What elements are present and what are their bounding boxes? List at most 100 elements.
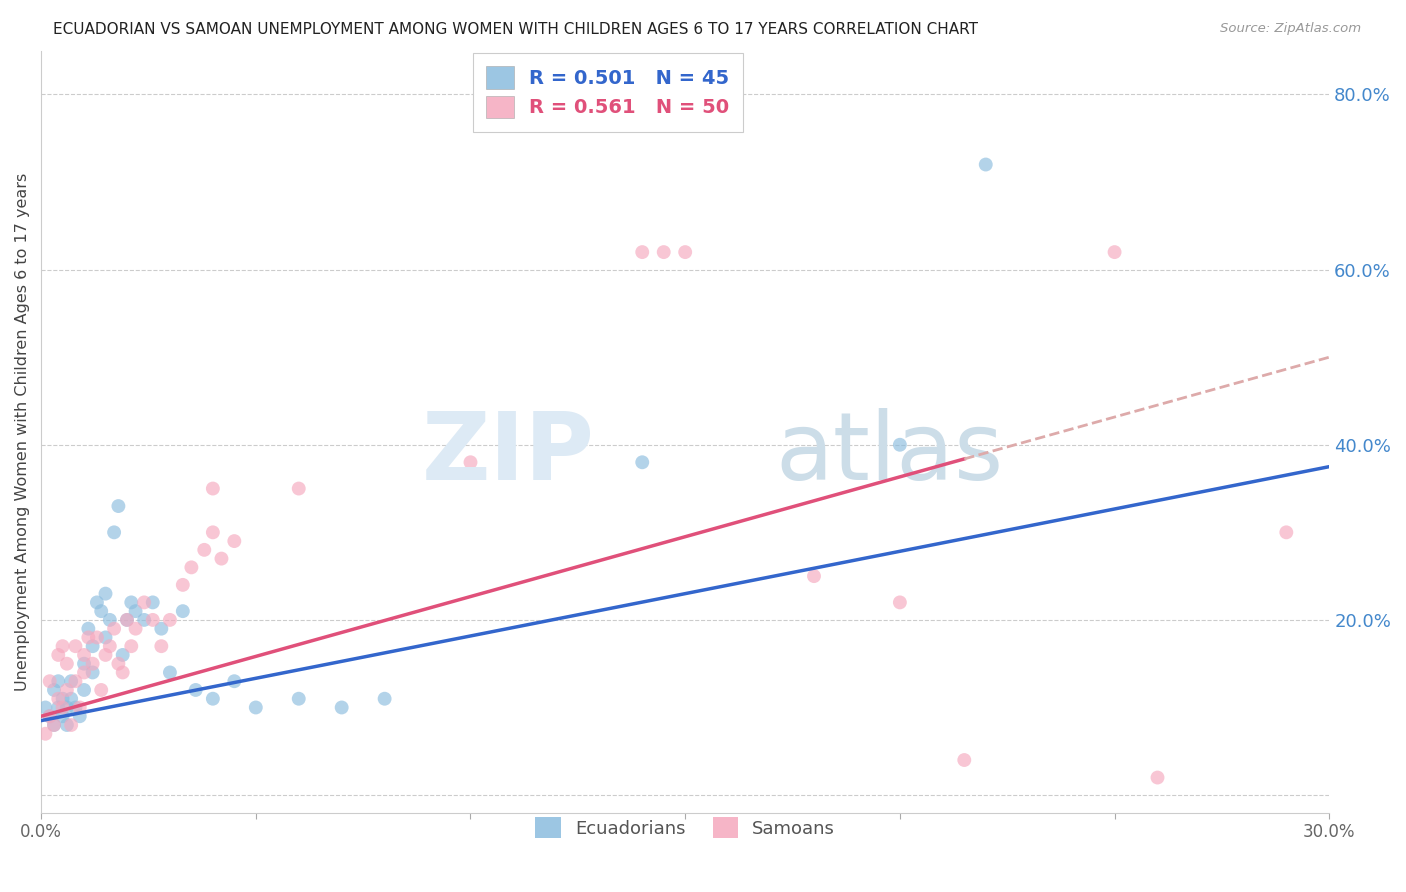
Point bbox=[56, 683, 79, 698]
Point bbox=[111, 665, 134, 680]
Text: ZIP: ZIP bbox=[422, 409, 595, 500]
Point bbox=[86, 595, 108, 609]
Point bbox=[103, 622, 125, 636]
Point bbox=[224, 674, 246, 689]
Point bbox=[69, 709, 91, 723]
Point bbox=[52, 691, 75, 706]
Point bbox=[98, 639, 121, 653]
Point bbox=[90, 683, 112, 698]
Point bbox=[107, 499, 129, 513]
Point bbox=[52, 709, 75, 723]
Y-axis label: Unemployment Among Women with Children Ages 6 to 17 years: Unemployment Among Women with Children A… bbox=[15, 172, 30, 690]
Point bbox=[46, 700, 69, 714]
Point bbox=[73, 665, 96, 680]
Point bbox=[86, 631, 108, 645]
Point bbox=[201, 691, 224, 706]
Point bbox=[159, 665, 181, 680]
Point bbox=[73, 657, 96, 671]
Point bbox=[330, 700, 353, 714]
Point bbox=[42, 718, 65, 732]
Point bbox=[46, 691, 69, 706]
Point bbox=[159, 613, 181, 627]
Point bbox=[652, 245, 675, 260]
Point bbox=[150, 639, 173, 653]
Text: ECUADORIAN VS SAMOAN UNEMPLOYMENT AMONG WOMEN WITH CHILDREN AGES 6 TO 17 YEARS C: ECUADORIAN VS SAMOAN UNEMPLOYMENT AMONG … bbox=[53, 22, 979, 37]
Point bbox=[172, 604, 194, 618]
Point bbox=[142, 613, 165, 627]
Point bbox=[46, 674, 69, 689]
Text: atlas: atlas bbox=[775, 409, 1004, 500]
Point bbox=[631, 245, 654, 260]
Point bbox=[82, 657, 104, 671]
Point bbox=[60, 674, 83, 689]
Point bbox=[374, 691, 396, 706]
Point bbox=[111, 648, 134, 662]
Point bbox=[142, 595, 165, 609]
Point bbox=[1146, 771, 1168, 785]
Point bbox=[65, 674, 87, 689]
Point bbox=[65, 639, 87, 653]
Point bbox=[134, 613, 156, 627]
Point bbox=[889, 438, 911, 452]
Point bbox=[287, 691, 309, 706]
Point bbox=[287, 482, 309, 496]
Point bbox=[56, 657, 79, 671]
Point bbox=[103, 525, 125, 540]
Point bbox=[56, 718, 79, 732]
Point bbox=[201, 525, 224, 540]
Point bbox=[974, 157, 997, 171]
Point bbox=[631, 455, 654, 469]
Text: Source: ZipAtlas.com: Source: ZipAtlas.com bbox=[1220, 22, 1361, 36]
Point bbox=[120, 639, 142, 653]
Point bbox=[46, 648, 69, 662]
Point bbox=[124, 622, 146, 636]
Point bbox=[73, 683, 96, 698]
Point bbox=[56, 700, 79, 714]
Point bbox=[115, 613, 138, 627]
Point bbox=[211, 551, 233, 566]
Point bbox=[94, 648, 117, 662]
Point bbox=[94, 631, 117, 645]
Point bbox=[38, 674, 60, 689]
Point bbox=[150, 622, 173, 636]
Point bbox=[42, 718, 65, 732]
Point bbox=[38, 709, 60, 723]
Point bbox=[69, 700, 91, 714]
Point bbox=[77, 622, 100, 636]
Point bbox=[193, 542, 215, 557]
Point bbox=[82, 639, 104, 653]
Point bbox=[52, 639, 75, 653]
Point bbox=[73, 648, 96, 662]
Point bbox=[94, 587, 117, 601]
Point bbox=[98, 613, 121, 627]
Point bbox=[134, 595, 156, 609]
Point bbox=[124, 604, 146, 618]
Point bbox=[953, 753, 976, 767]
Point bbox=[201, 482, 224, 496]
Point bbox=[77, 631, 100, 645]
Point bbox=[889, 595, 911, 609]
Point bbox=[60, 691, 83, 706]
Point bbox=[115, 613, 138, 627]
Point bbox=[1275, 525, 1298, 540]
Point bbox=[803, 569, 825, 583]
Point bbox=[673, 245, 696, 260]
Point bbox=[180, 560, 202, 574]
Point bbox=[120, 595, 142, 609]
Point bbox=[42, 683, 65, 698]
Legend: Ecuadorians, Samoans: Ecuadorians, Samoans bbox=[529, 810, 842, 846]
Point bbox=[245, 700, 267, 714]
Point bbox=[34, 700, 56, 714]
Point bbox=[60, 718, 83, 732]
Point bbox=[184, 683, 207, 698]
Point bbox=[82, 665, 104, 680]
Point bbox=[38, 709, 60, 723]
Point bbox=[34, 727, 56, 741]
Point bbox=[52, 700, 75, 714]
Point bbox=[460, 455, 482, 469]
Point bbox=[1104, 245, 1126, 260]
Point bbox=[224, 534, 246, 549]
Point bbox=[172, 578, 194, 592]
Point bbox=[107, 657, 129, 671]
Point bbox=[65, 700, 87, 714]
